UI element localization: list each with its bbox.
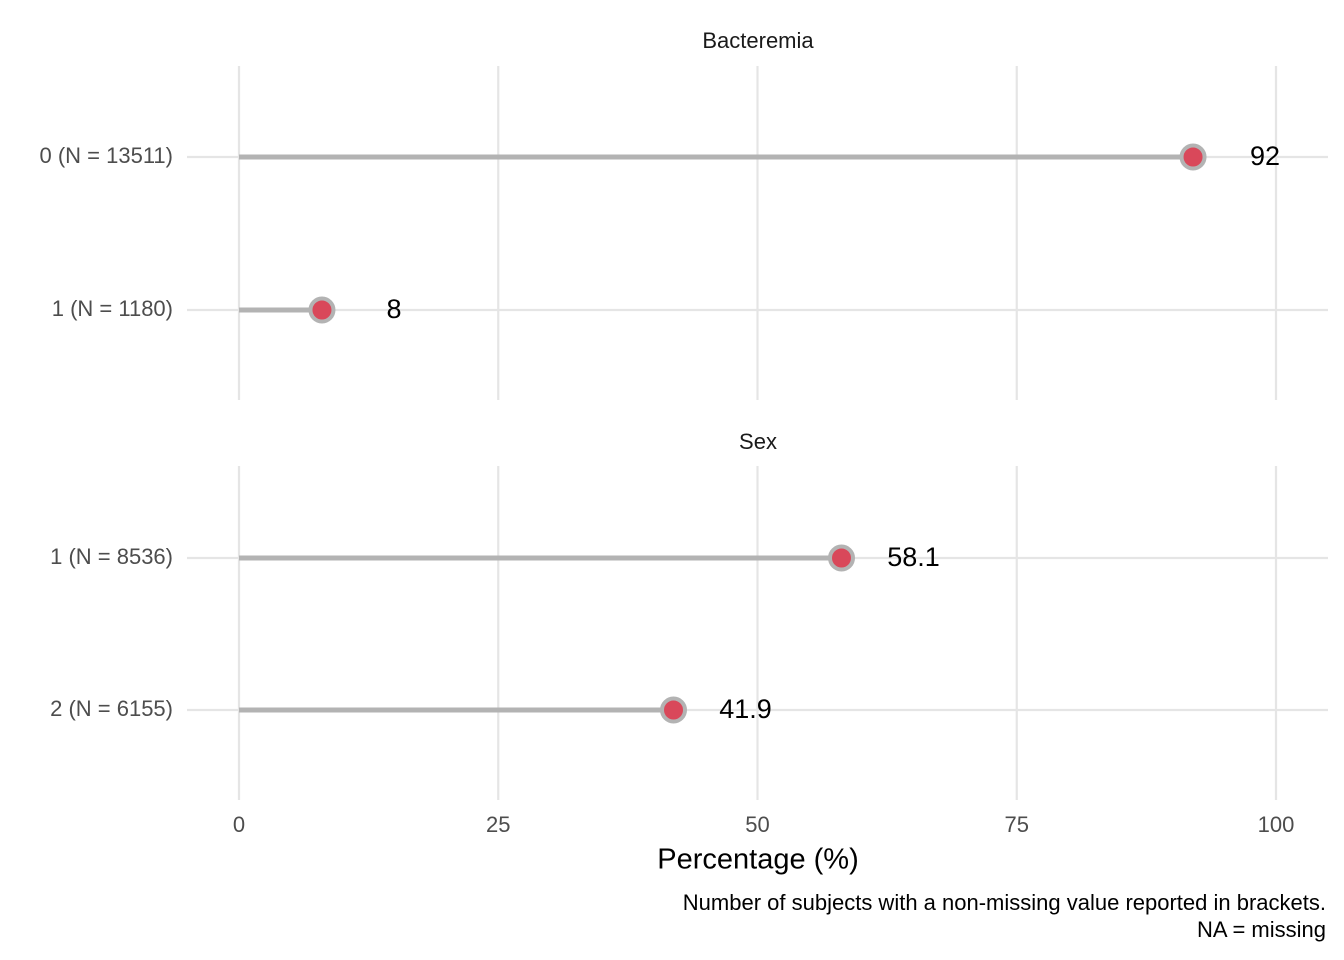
caption-line: NA = missing [1197,917,1326,942]
value-label: 8 [386,294,401,324]
x-axis-title: Percentage (%) [657,844,859,876]
category-label: 1 (N = 1180) [52,296,173,321]
data-point [1179,143,1207,171]
caption-line: Number of subjects with a non-missing va… [683,890,1326,915]
panel-title: Bacteremia [702,28,814,53]
panel-title: Sex [739,429,777,454]
value-label: 41.9 [719,694,772,724]
x-tick-label: 0 [233,812,245,837]
category-label: 0 (N = 13511) [39,143,173,168]
x-tick-label: 50 [745,812,769,837]
x-tick-label: 75 [1005,812,1029,837]
x-tick-label: 100 [1258,812,1295,837]
category-label: 1 (N = 8536) [50,544,173,569]
value-label: 92 [1250,141,1280,171]
category-label: 2 (N = 6155) [50,696,173,721]
data-point [660,696,688,724]
data-point [827,544,855,572]
x-tick-label: 25 [486,812,510,837]
data-point [308,296,336,324]
value-label: 58.1 [887,542,940,572]
